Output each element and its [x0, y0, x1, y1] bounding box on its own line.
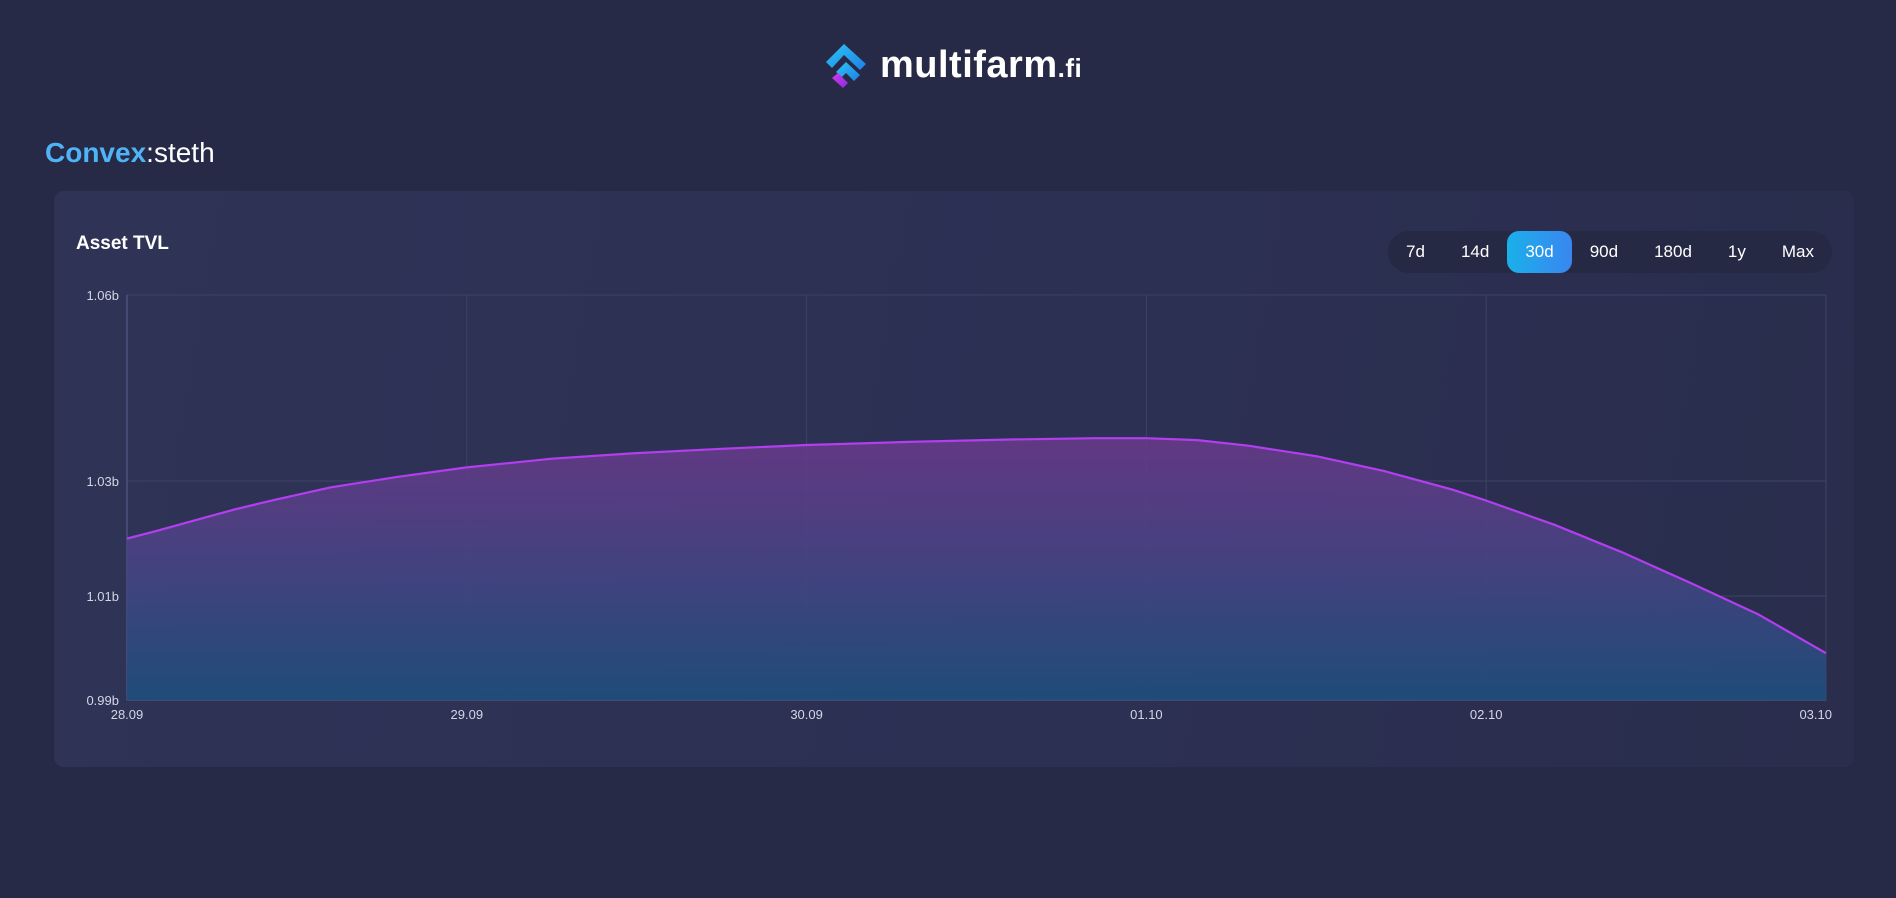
time-range-selector: 7d 14d 30d 90d 180d 1y Max: [1388, 231, 1832, 273]
x-tick-label: 29.09: [451, 707, 484, 722]
range-button-90d[interactable]: 90d: [1589, 242, 1619, 261]
brand-name: multifarm.fi: [880, 44, 1083, 86]
range-button-30d[interactable]: 30d: [1507, 231, 1572, 273]
tvl-area-chart: 0.99b 1.01b 1.03b 1.06b 28.09 29.09 30.09 01.10…: [86, 288, 1832, 722]
y-tick-label: 1.06b: [86, 288, 119, 303]
range-button-14d[interactable]: 14d: [1460, 242, 1490, 261]
asset-name: steth: [153, 137, 215, 168]
x-tick-label: 28.09: [111, 707, 144, 722]
pool-title: Convex:steth: [45, 136, 215, 170]
protocol-name[interactable]: Convex: [45, 137, 147, 168]
range-button-7d[interactable]: 7d: [1406, 242, 1425, 261]
card-title: Asset TVL: [76, 233, 169, 254]
title-separator: :: [146, 137, 154, 168]
range-button-180d[interactable]: 180d: [1654, 242, 1692, 261]
brand-logo[interactable]: multifarm.fi: [822, 40, 1082, 90]
y-tick-label: 1.03b: [86, 474, 119, 489]
asset-tvl-card: Asset TVL 7d 14d 30d 90d 180d 1y Max 0.99b 1.01…: [54, 191, 1854, 767]
x-tick-label: 01.10: [1130, 707, 1163, 722]
y-tick-label: 1.01b: [86, 589, 119, 604]
range-button-max[interactable]: Max: [1781, 242, 1814, 261]
range-button-1y[interactable]: 1y: [1727, 242, 1746, 261]
y-tick-label: 0.99b: [86, 693, 119, 708]
multifarm-logo-icon: [826, 44, 866, 88]
tvl-area-fill: [127, 438, 1826, 700]
x-tick-label: 02.10: [1470, 707, 1503, 722]
x-tick-label: 03.10: [1799, 707, 1832, 722]
x-tick-label: 30.09: [790, 707, 823, 722]
tvl-series-line: [126, 437, 1827, 655]
